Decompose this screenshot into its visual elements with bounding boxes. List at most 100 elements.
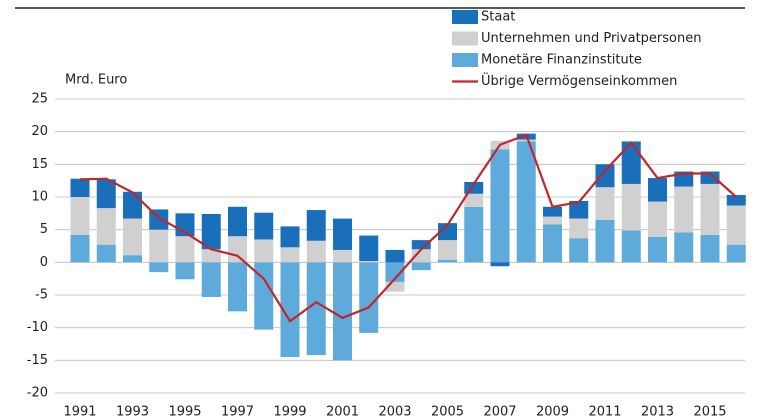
bar-segment [490,149,510,263]
bar-segment [385,262,405,282]
bar-segment [516,141,536,263]
bar-segment [411,240,431,250]
bar-segment [96,179,116,209]
bar-segment [175,262,195,280]
y-tick-label: -10 [27,320,48,335]
bar-segment [595,219,615,263]
bar-segment [464,193,484,207]
bar-segment [700,183,720,235]
bar-segment [149,262,169,273]
x-tick-label: 1997 [221,405,254,420]
x-tick-label: 2009 [536,405,569,420]
bar-segment [726,205,746,245]
bar-segment [543,224,562,263]
legend-swatch [452,10,478,24]
bar-segment [70,178,90,197]
bar-segment [123,191,142,219]
bar-segment [385,249,405,263]
bar-segment [254,239,274,263]
bar-segment [254,262,274,330]
x-tick-label: 2005 [431,405,464,420]
x-tick-label: 2003 [378,405,411,420]
bar-segment [333,262,352,361]
x-tick-label: 1995 [168,405,201,420]
bar-segment [280,226,300,248]
bar-segment [228,262,247,312]
x-tick-label: 2007 [483,405,516,420]
bar-segment [674,186,694,233]
bar-segment [306,262,326,356]
bar-segment [306,240,326,263]
bar-segment [70,197,90,235]
y-tick-label: 5 [40,222,48,237]
bar-segment [359,235,379,262]
bar-segment [621,141,641,184]
bar-segment [516,139,536,142]
bar-segment [569,238,589,263]
x-tick-label: 2015 [693,405,726,420]
x-tick-label: 2011 [588,405,621,420]
bar-segment [543,216,562,225]
bar-segment [700,171,720,184]
bar-segment [411,262,431,271]
bar-segment [648,201,667,237]
bar-segment [123,255,142,263]
bar-segment [333,249,352,263]
bar-segment [280,262,300,358]
bar-segment [123,218,142,256]
bar-segment [306,210,326,241]
y-axis-label: Mrd. Euro [65,73,127,88]
bar-segment [175,236,195,263]
bar-segment [359,261,379,263]
bar-segment [569,218,589,239]
x-tick-label: 2013 [641,405,674,420]
legend-label: Unternehmen und Privatpersonen [481,31,701,46]
y-tick-label: -5 [35,288,48,303]
y-tick-label: 0 [40,255,48,270]
bar-segment [280,247,300,263]
bar-segment [648,178,667,202]
y-tick-label: -15 [27,353,48,368]
bar-segment [543,206,562,217]
bar-segment [96,208,116,245]
bar-segment [438,223,457,241]
legend-label: Staat [481,10,515,25]
bar-segment [149,229,169,263]
bar-segment [411,249,431,263]
bar-segment [569,200,589,219]
y-tick-label: 25 [31,92,48,107]
bar-segment [674,232,694,263]
bar-segment [333,218,352,250]
y-tick-label: 15 [31,157,48,172]
bar-segment [385,281,405,292]
x-tick-label: 1991 [63,405,96,420]
line-series [79,133,737,323]
x-tick-label: 1999 [273,405,306,420]
y-tick-label: 10 [31,190,48,205]
bar-segment [464,181,484,194]
x-tick-label: 2001 [326,405,359,420]
legend-label: Monetäre Finanzinstitute [481,53,642,68]
x-tick-label: 1993 [116,405,149,420]
bar-segment [201,213,221,250]
bar-segment [621,230,641,263]
bar-segment [254,212,274,240]
bar-segment [595,164,615,188]
bar-segment [648,236,667,263]
bar-segment [595,187,615,220]
bar-segment [726,195,746,206]
bar-segment [438,259,457,263]
y-tick-label: 20 [31,124,48,139]
legend-label: Übrige Vermögenseinkommen [481,72,677,89]
bar-segment [201,262,221,297]
bar-segment [96,244,116,263]
legend-swatch [452,31,478,46]
bar-segment [70,234,90,263]
bar-segment [621,183,641,231]
y-tick-label: -20 [27,386,48,401]
bar-segment [228,236,247,263]
bar-segment [490,262,510,267]
bar-segment [700,234,720,263]
bar-segment [228,206,247,237]
